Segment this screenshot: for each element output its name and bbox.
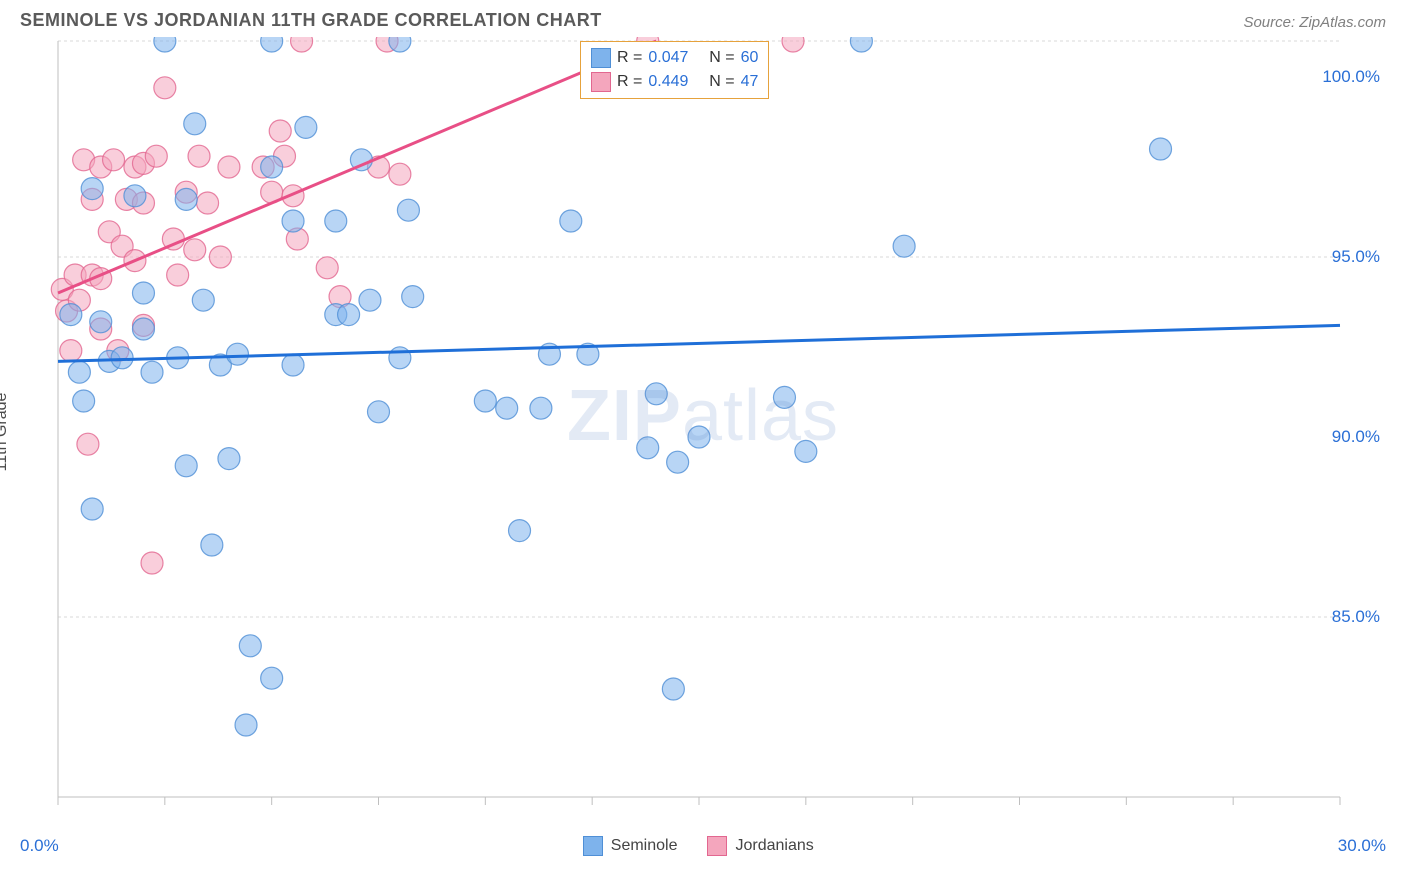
svg-text:100.0%: 100.0% (1322, 67, 1380, 86)
chart-title: SEMINOLE VS JORDANIAN 11TH GRADE CORRELA… (20, 10, 602, 31)
y-axis-label: 11th Grade (0, 393, 11, 472)
correlation-legend-row: R = 0.449 N = 47 (591, 70, 758, 94)
svg-text:95.0%: 95.0% (1332, 247, 1380, 266)
legend-item: Seminole (583, 836, 678, 856)
svg-text:90.0%: 90.0% (1332, 427, 1380, 446)
series-legend: Seminole Jordanians (583, 836, 814, 856)
scatter-chart: 85.0% 90.0% 95.0% 100.0% (20, 37, 1386, 827)
correlation-legend: R = 0.047 N = 60R = 0.449 N = 47 (580, 41, 769, 99)
correlation-legend-row: R = 0.047 N = 60 (591, 46, 758, 70)
svg-text:85.0%: 85.0% (1332, 607, 1380, 626)
x-axis-min-label: 0.0% (20, 836, 59, 856)
legend-item: Jordanians (707, 836, 813, 856)
source-attribution: Source: ZipAtlas.com (1243, 14, 1386, 31)
x-axis-max-label: 30.0% (1338, 836, 1386, 856)
